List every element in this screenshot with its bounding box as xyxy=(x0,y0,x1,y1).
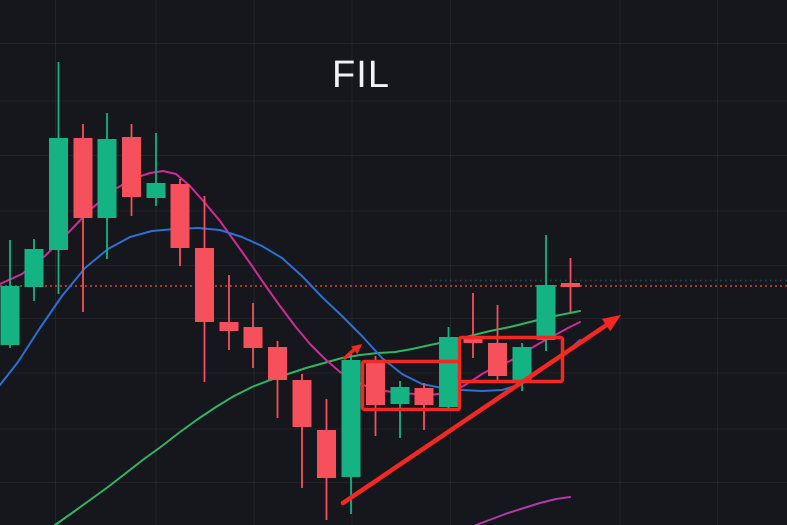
candle xyxy=(219,275,239,350)
annotations xyxy=(340,315,621,506)
candle-body xyxy=(414,388,434,405)
symbol-title: FIL xyxy=(332,54,390,96)
candle xyxy=(24,239,44,301)
candle-body xyxy=(243,327,263,348)
candle xyxy=(195,196,214,382)
candle-body xyxy=(292,380,312,427)
candle xyxy=(439,327,458,410)
candle xyxy=(243,303,263,368)
candle-body xyxy=(512,347,532,383)
annotation-trendline[interactable] xyxy=(340,319,614,506)
candle-body xyxy=(268,347,287,380)
candle-body xyxy=(488,343,507,376)
candle-body xyxy=(390,387,410,404)
candle-body xyxy=(463,338,483,343)
candle xyxy=(317,399,336,520)
candle-body xyxy=(49,138,68,250)
candle xyxy=(488,305,507,381)
candle-body xyxy=(561,283,580,287)
candle-body xyxy=(439,337,458,407)
candle-body xyxy=(122,137,141,197)
ma-green xyxy=(54,310,581,525)
candle xyxy=(49,62,68,294)
candle-body xyxy=(366,363,385,405)
candle xyxy=(0,240,20,348)
candle-body xyxy=(317,430,336,478)
candle xyxy=(292,374,312,488)
purple-line xyxy=(475,496,571,525)
trendline-arrowhead-icon xyxy=(601,315,621,332)
candle xyxy=(268,341,287,418)
candle xyxy=(122,124,141,216)
candle xyxy=(536,235,556,351)
candle xyxy=(73,124,93,312)
candle-body xyxy=(97,139,117,218)
candle-body xyxy=(170,184,190,248)
ma-blue xyxy=(0,227,581,392)
candle-body xyxy=(195,248,214,322)
candle xyxy=(366,356,385,436)
candle xyxy=(170,179,190,266)
small-arrow-icon[interactable] xyxy=(351,344,362,355)
candle-body xyxy=(73,138,93,218)
candle xyxy=(97,113,117,259)
candle-body xyxy=(536,285,556,340)
candle xyxy=(414,383,434,430)
candle xyxy=(146,133,166,206)
candle-body xyxy=(341,360,361,477)
candle-body xyxy=(219,322,239,331)
candle xyxy=(341,351,361,514)
candle-body xyxy=(146,183,166,198)
candle-body xyxy=(24,249,44,287)
candles xyxy=(0,62,580,520)
annotation-box[interactable] xyxy=(360,359,462,412)
candle xyxy=(561,258,580,312)
candle xyxy=(463,293,483,358)
candle-body xyxy=(0,286,20,345)
annotation-box[interactable] xyxy=(457,335,565,384)
